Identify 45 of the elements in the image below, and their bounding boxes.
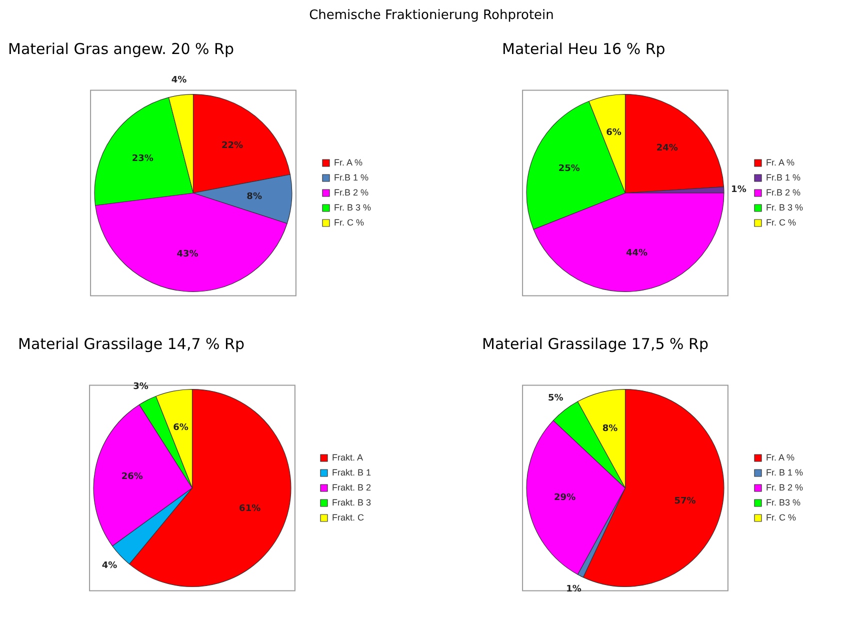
data-label: 5% xyxy=(548,394,564,404)
data-label: 3% xyxy=(133,382,148,392)
data-label: 1% xyxy=(566,584,582,594)
data-label: 6% xyxy=(173,423,188,434)
data-label: 4% xyxy=(102,561,118,572)
legend-label: Fr. A % xyxy=(766,157,795,168)
data-label: 24% xyxy=(656,144,678,154)
legend-label: Frakt. C xyxy=(332,512,364,522)
data-label: 26% xyxy=(121,472,143,482)
chart-title: Material Grassilage 17,5 % Rp xyxy=(481,335,710,355)
legend-label: Fr. C % xyxy=(766,512,796,522)
data-label: 44% xyxy=(626,248,648,258)
legend-label: Fr. B 1 % xyxy=(766,467,804,478)
legend-label: Fr. B3 % xyxy=(766,497,801,508)
data-label: 22% xyxy=(221,141,244,152)
legend-label: Frakt. A xyxy=(332,452,364,462)
legend-label: Frakt. B 1 xyxy=(332,467,372,478)
legend-label: Fr.B 2 % xyxy=(334,187,369,198)
legend-label: Fr.B 2 % xyxy=(766,187,801,198)
legend-label: Fr.B 1 % xyxy=(334,172,369,182)
legend-label: Fr.B 1 % xyxy=(766,172,801,182)
legend-label: Frakt. B 2 xyxy=(332,482,372,492)
legend-label: Fr. B 3 % xyxy=(334,202,372,212)
data-label: 1% xyxy=(731,184,746,195)
data-label: 8% xyxy=(602,424,618,434)
legend-label: Frakt. B 3 xyxy=(332,497,372,508)
data-label: 57% xyxy=(674,496,696,507)
data-label: 4% xyxy=(171,76,187,86)
data-label: 29% xyxy=(554,492,576,503)
text: Chemische Fraktionierung Rohprotein xyxy=(308,8,555,23)
chart-title: Material Grassilage 14,7 % Rp xyxy=(17,335,246,355)
data-label: 6% xyxy=(606,128,622,138)
data-label: 23% xyxy=(132,154,154,164)
legend-label: Fr. C % xyxy=(334,217,364,228)
legend-label: Fr. A % xyxy=(334,157,363,168)
legend-label: Fr. C % xyxy=(766,217,796,228)
legend-label: Fr. A % xyxy=(766,452,795,462)
data-label: 8% xyxy=(246,192,262,202)
data-label: 61% xyxy=(239,504,261,514)
chart-title: Material Heu 16 % Rp xyxy=(501,40,666,60)
data-label: 43% xyxy=(176,249,198,260)
chart-title: Material Gras angew. 20 % Rp xyxy=(7,40,235,60)
legend-label: Fr. B 2 % xyxy=(766,482,804,492)
legend-label: Fr. B 3 % xyxy=(766,202,804,212)
data-label: 25% xyxy=(558,164,580,174)
